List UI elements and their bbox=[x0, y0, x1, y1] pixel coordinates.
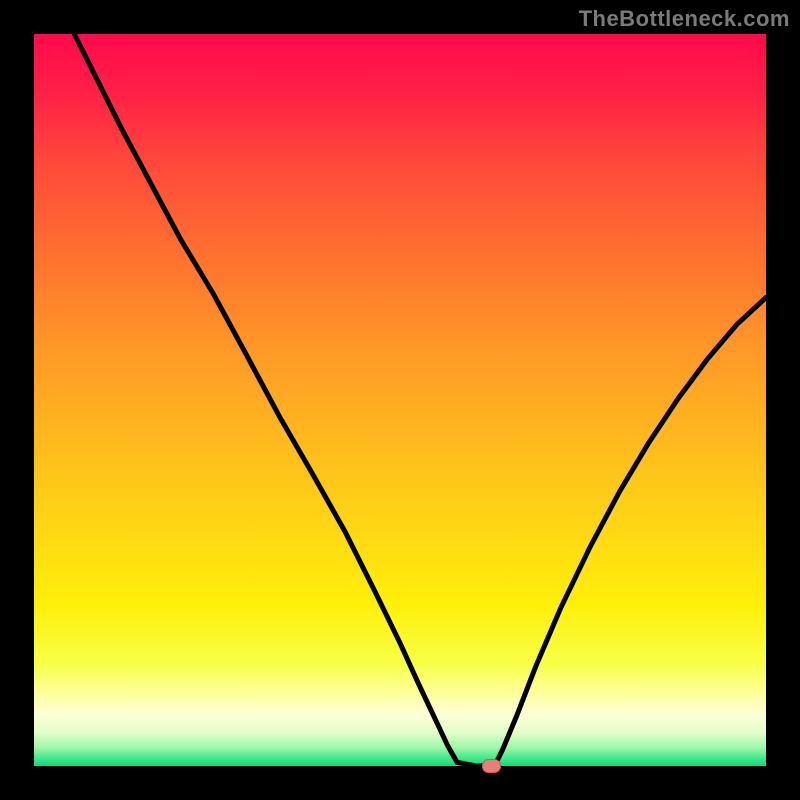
plot-background bbox=[34, 34, 766, 766]
chart-container: TheBottleneck.com bbox=[0, 0, 800, 800]
chart-svg bbox=[0, 0, 800, 800]
optimal-marker bbox=[483, 760, 501, 773]
